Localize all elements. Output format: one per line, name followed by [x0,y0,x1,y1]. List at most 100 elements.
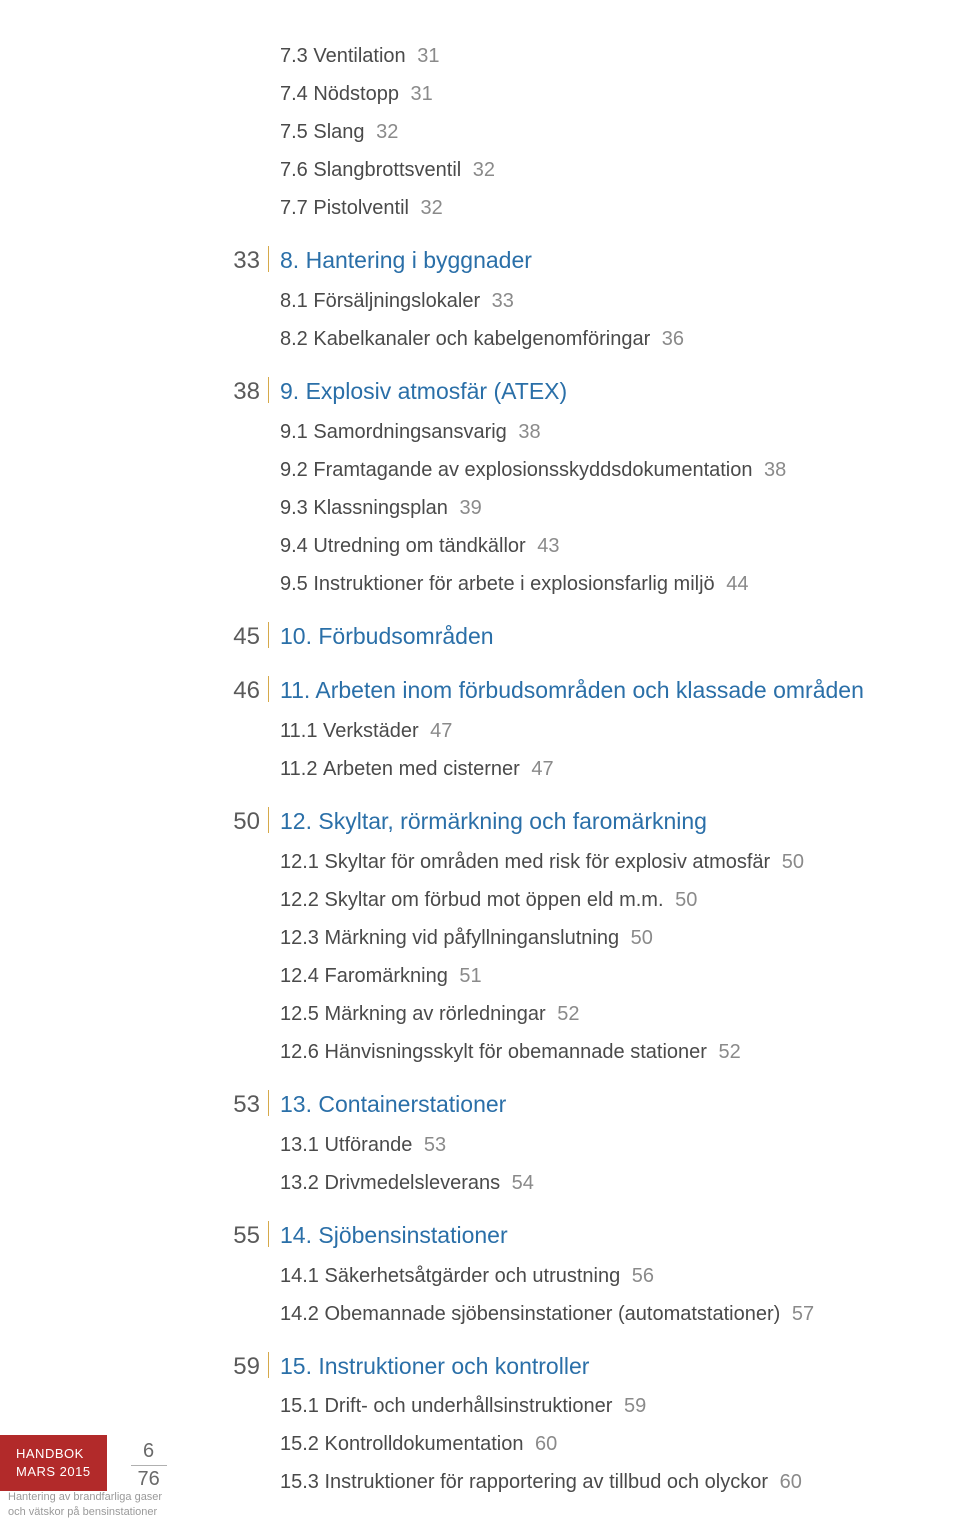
sub-page: 53 [418,1134,446,1156]
sub-title: Drift- och underhållsinstruktioner [324,1395,612,1417]
sub-number: 9.5 [280,573,313,595]
toc-subitem[interactable]: 7.3 Ventilation 31 [280,40,930,72]
toc-section[interactable]: 5012. Skyltar, rörmärkning och faromärkn… [280,803,930,840]
toc-subitem[interactable]: 12.2 Skyltar om förbud mot öppen eld m.m… [280,884,930,916]
toc-section[interactable]: 338. Hantering i byggnader [280,242,930,279]
sub-page: 60 [774,1471,802,1493]
section-number: 14. [280,1222,318,1248]
toc-subitem[interactable]: 7.7 Pistolventil 32 [280,192,930,224]
sub-number: 14.2 [280,1303,324,1325]
sub-number: 12.4 [280,965,324,987]
toc-section[interactable]: 5514. Sjöbensinstationer [280,1217,930,1254]
sub-title: Försäljningslokaler [313,290,480,312]
toc-section[interactable]: 5313. Containerstationer [280,1086,930,1123]
section-divider [268,807,269,833]
total-pages: 76 [131,1466,167,1491]
sub-number: 12.5 [280,1003,324,1025]
sub-title: Arbeten med cisterner [323,758,520,780]
section-title: Sjöbensinstationer [318,1222,507,1248]
toc-subitem[interactable]: 8.2 Kabelkanaler och kabelgenomföringar … [280,323,930,355]
toc-section[interactable]: 5915. Instruktioner och kontroller [280,1348,930,1385]
toc-subitem[interactable]: 12.4 Faromärkning 51 [280,960,930,992]
sub-title: Obemannade sjöbensinstationer (automatst… [324,1303,780,1325]
caption-line-2: och vätskor på bensinstationer [8,1505,162,1519]
section-title: Skyltar, rörmärkning och faromärkning [318,808,707,834]
sub-title: Faromärkning [324,965,447,987]
toc-subitem[interactable]: 12.5 Märkning av rörledningar 52 [280,998,930,1030]
sub-page: 50 [625,927,653,949]
toc-subitem[interactable]: 14.1 Säkerhetsåtgärder och utrustning 56 [280,1260,930,1292]
toc-subitem[interactable]: 12.3 Märkning vid påfyllninganslutning 5… [280,922,930,954]
toc-subitem[interactable]: 14.2 Obemannade sjöbensinstationer (auto… [280,1298,930,1330]
sub-number: 8.2 [280,328,313,350]
sub-title: Framtagande av explosionsskyddsdokumenta… [313,459,752,481]
sub-page: 50 [670,889,698,911]
sub-title: Slangbrottsventil [313,159,461,181]
section-divider [268,676,269,702]
section-number: 9. [280,378,306,404]
page-number: 6 76 [131,1440,167,1491]
section-number: 10. [280,623,318,649]
section-page-left: 55 [210,1217,260,1255]
sub-page: 56 [626,1265,654,1287]
sub-page: 32 [415,197,443,219]
toc-section[interactable]: 389. Explosiv atmosfär (ATEX) [280,373,930,410]
handbook-label: HANDBOK [16,1445,91,1463]
sub-page: 31 [405,83,433,105]
sub-title: Säkerhetsåtgärder och utrustning [324,1265,620,1287]
sub-page: 38 [759,459,787,481]
toc-subitem[interactable]: 15.2 Kontrolldokumentation 60 [280,1428,930,1460]
toc-subitem[interactable]: 7.5 Slang 32 [280,116,930,148]
section-divider [268,1221,269,1247]
toc-subitem[interactable]: 11.2 Arbeten med cisterner 47 [280,753,930,785]
toc-subitem[interactable]: 15.1 Drift- och underhållsinstruktioner … [280,1390,930,1422]
sub-number: 14.1 [280,1265,324,1287]
sub-title: Klassningsplan [313,497,448,519]
toc-subitem[interactable]: 7.4 Nödstopp 31 [280,78,930,110]
toc-subitem[interactable]: 13.2 Drivmedelsleverans 54 [280,1167,930,1199]
sub-number: 12.2 [280,889,324,911]
section-page-left: 53 [210,1086,260,1124]
section-title: Hantering i byggnader [306,247,532,273]
sub-number: 13.1 [280,1134,324,1156]
toc-subitem[interactable]: 12.1 Skyltar för områden med risk för ex… [280,846,930,878]
sub-page: 50 [776,851,804,873]
sub-title: Kabelkanaler och kabelgenomföringar [313,328,650,350]
section-divider [268,377,269,403]
toc-subitem[interactable]: 9.5 Instruktioner för arbete i explosion… [280,568,930,600]
sub-page: 44 [721,573,749,595]
section-divider [268,622,269,648]
sub-number: 7.6 [280,159,313,181]
sub-number: 13.2 [280,1172,324,1194]
sub-title: Skyltar om förbud mot öppen eld m.m. [324,889,663,911]
toc-subitem[interactable]: 9.4 Utredning om tändkällor 43 [280,530,930,562]
sub-title: Nödstopp [313,83,399,105]
sub-number: 12.1 [280,851,324,873]
sub-title: Utredning om tändkällor [313,535,525,557]
sub-page: 52 [552,1003,580,1025]
sub-title: Instruktioner för arbete i explosionsfar… [313,573,714,595]
sub-page: 59 [618,1395,646,1417]
toc-section[interactable]: 4510. Förbudsområden [280,618,930,655]
toc-subitem[interactable]: 8.1 Försäljningslokaler 33 [280,285,930,317]
handbook-badge: HANDBOK MARS 2015 [0,1435,107,1491]
toc-subitem[interactable]: 12.6 Hänvisningsskylt för obemannade sta… [280,1036,930,1068]
section-page-left: 46 [210,672,260,710]
sub-page: 31 [412,45,440,67]
toc-subitem[interactable]: 11.1 Verkstäder 47 [280,715,930,747]
sub-page: 32 [371,121,399,143]
toc-section[interactable]: 4611. Arbeten inom förbudsområden och kl… [280,672,930,709]
toc-subitem[interactable]: 15.3 Instruktioner för rapportering av t… [280,1466,930,1498]
toc-subitem[interactable]: 9.1 Samordningsansvarig 38 [280,416,930,448]
toc-subitem[interactable]: 9.2 Framtagande av explosionsskyddsdokum… [280,454,930,486]
sub-number: 8.1 [280,290,313,312]
sub-title: Instruktioner för rapportering av tillbu… [324,1471,768,1493]
sub-number: 9.3 [280,497,313,519]
toc-subitem[interactable]: 13.1 Utförande 53 [280,1129,930,1161]
toc-subitem[interactable]: 7.6 Slangbrottsventil 32 [280,154,930,186]
sub-title: Hänvisningsskylt för obemannade statione… [324,1041,706,1063]
sub-number: 12.3 [280,927,324,949]
sub-title: Märkning vid påfyllninganslutning [324,927,619,949]
sub-number: 9.2 [280,459,313,481]
toc-subitem[interactable]: 9.3 Klassningsplan 39 [280,492,930,524]
